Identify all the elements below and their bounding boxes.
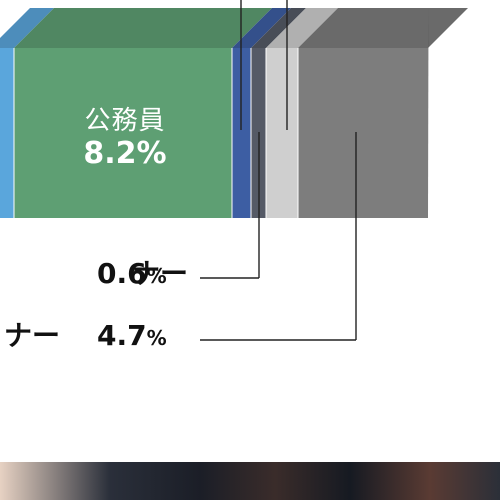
callout-number: 4.7: [97, 319, 147, 352]
bar-segment: [0, 48, 14, 218]
bar-top-face: [266, 8, 338, 48]
bar-top-face: [251, 8, 306, 48]
callout-value-2: 4.7%: [97, 320, 167, 354]
callout-partial-text: ナー: [3, 319, 60, 352]
callout-partial-text: ナー: [131, 257, 188, 290]
bar-segment: [232, 48, 251, 218]
segment-name: 公務員: [84, 106, 166, 136]
callout-label-2: ナー: [0, 320, 60, 352]
bar-top-face: [298, 8, 468, 48]
bar-segment: [14, 48, 232, 218]
bar-segment: [266, 48, 298, 218]
callout-unit: %: [146, 264, 167, 288]
segment-label-public-servant: 公務員 8.2%: [55, 106, 195, 171]
bar-segment: [298, 48, 428, 218]
callout-number: 0.6: [97, 257, 147, 290]
bar-top-face: [232, 8, 291, 48]
bar-top-face: [0, 8, 54, 48]
callout-value-1: 0.6%: [97, 258, 167, 292]
callout-label-1: ナー: [68, 258, 188, 290]
bar-top-face: [14, 8, 272, 48]
photo-strip-image: [0, 462, 500, 500]
segment-value: 8.2%: [83, 135, 167, 171]
callout-unit: %: [146, 326, 167, 350]
